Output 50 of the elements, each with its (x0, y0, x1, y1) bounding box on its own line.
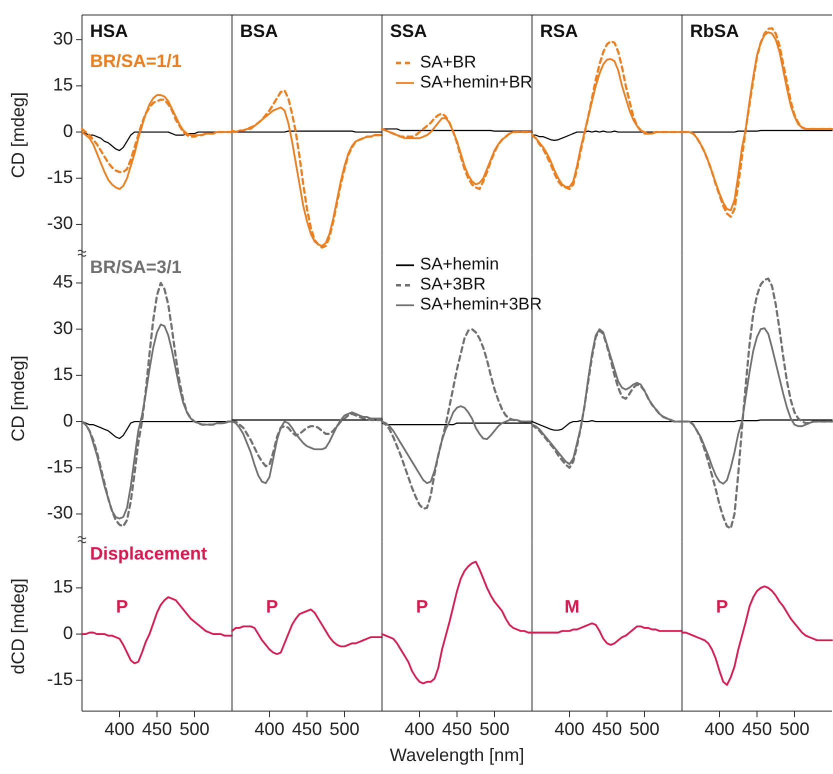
x-tick-label: 500 (479, 719, 510, 740)
annotation: P (716, 596, 728, 616)
y-axis-title: dCD [mdeg] (8, 578, 28, 674)
annotation: P (266, 596, 278, 616)
annotation: BR/SA=3/1 (90, 257, 182, 278)
y-tick-label: -15 (46, 456, 73, 477)
x-tick-label: 450 (742, 719, 772, 740)
chart-title: RbSA (690, 21, 739, 41)
y-tick-label: 30 (52, 318, 73, 338)
annotation: BR/SA=1/1 (90, 51, 182, 71)
x-tick-label: 400 (104, 719, 135, 740)
annotation: P (416, 596, 428, 616)
legend-label: SA+hemin (420, 254, 499, 274)
x-tick-label: 450 (142, 719, 172, 740)
y-tick-label: -15 (46, 669, 73, 690)
x-tick-label: 400 (404, 719, 435, 740)
y-axis-title: CD [mdeg] (8, 92, 28, 178)
y-tick-label: 15 (52, 74, 73, 95)
x-tick-label: 450 (292, 719, 322, 740)
chart-title: RSA (540, 21, 578, 41)
x-axis-title: Wavelength [nm] (390, 745, 524, 766)
x-tick-label: 400 (254, 719, 285, 740)
legend-label: SA+hemin+BR (420, 72, 532, 92)
y-tick-label: 15 (52, 576, 73, 597)
y-tick-label: -30 (46, 502, 73, 523)
x-tick-label: 400 (554, 719, 585, 740)
y-tick-label: -30 (46, 213, 73, 234)
x-tick-label: 500 (779, 719, 810, 740)
legend-label: SA+3BR (420, 274, 486, 294)
y-tick-label: 30 (52, 28, 73, 48)
y-tick-label: 0 (62, 120, 73, 141)
legend-label: SA+BR (420, 52, 476, 72)
x-tick-label: 450 (442, 719, 472, 740)
annotation: P (116, 596, 128, 616)
x-tick-label: 500 (329, 719, 360, 740)
chart-title: BSA (240, 21, 278, 41)
annotation: M (564, 596, 580, 616)
x-tick-label: 500 (179, 719, 210, 740)
y-tick-label: -15 (46, 166, 73, 187)
y-axis-title: CD [mdeg] (8, 355, 28, 442)
x-tick-label: 400 (704, 719, 735, 740)
chart-title: SSA (390, 21, 428, 41)
y-tick-label: 0 (62, 410, 73, 430)
y-tick-label: 45 (52, 272, 73, 292)
y-tick-label: 15 (52, 364, 73, 384)
x-tick-label: 500 (629, 719, 660, 740)
y-tick-label: 0 (62, 622, 73, 643)
x-tick-label: 450 (592, 719, 622, 740)
annotation: Displacement (90, 544, 208, 564)
chart-title: HSA (90, 21, 128, 41)
